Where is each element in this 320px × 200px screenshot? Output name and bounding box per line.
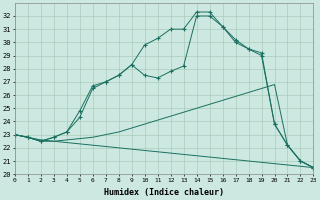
- X-axis label: Humidex (Indice chaleur): Humidex (Indice chaleur): [104, 188, 224, 197]
